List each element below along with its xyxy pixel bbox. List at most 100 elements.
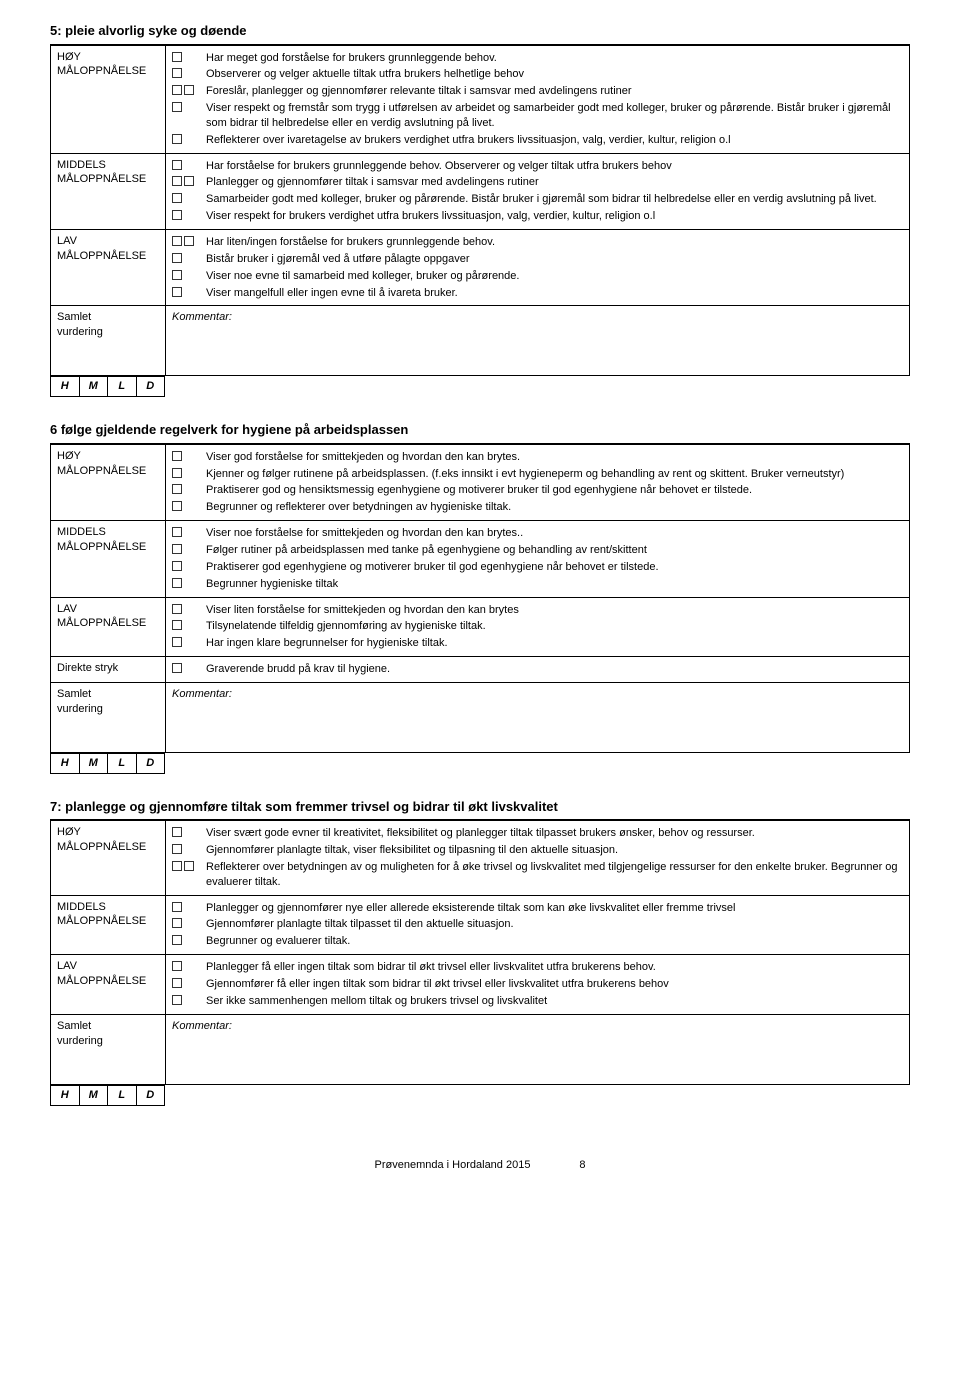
level-label: HØYMÅLOPPNÅELSE	[51, 444, 166, 520]
hmlld-cell[interactable]: H	[51, 1086, 80, 1105]
checkbox[interactable]	[172, 134, 182, 144]
hmlld-cell[interactable]: L	[108, 1086, 137, 1105]
checkbox[interactable]	[172, 236, 182, 246]
checkbox[interactable]	[172, 578, 182, 588]
comment-cell[interactable]: Kommentar:	[166, 682, 910, 752]
checkbox[interactable]	[172, 253, 182, 263]
criteria-item: Viser mangelfull eller ingen evne til å …	[172, 285, 903, 302]
criteria-item: Viser svært gode evner til kreativitet, …	[172, 825, 903, 842]
criteria-text: Tilsynelatende tilfeldig gjennomføring a…	[206, 619, 903, 634]
level-label: HØYMÅLOPPNÅELSE	[51, 45, 166, 153]
criteria-text: Planlegger og gjennomfører tiltak i sams…	[206, 175, 903, 190]
checkbox[interactable]	[184, 861, 194, 871]
criteria-text: Følger rutiner på arbeidsplassen med tan…	[206, 543, 903, 558]
checkbox[interactable]	[172, 527, 182, 537]
checkbox[interactable]	[172, 604, 182, 614]
criteria-item: Viser liten forståelse for smittekjeden …	[172, 602, 903, 619]
checkbox[interactable]	[184, 85, 194, 95]
hmlld-boxes: HMLD	[50, 376, 165, 397]
criteria-item: Observerer og velger aktuelle tiltak utf…	[172, 66, 903, 83]
checkbox[interactable]	[172, 620, 182, 630]
comment-cell[interactable]: Kommentar:	[166, 1014, 910, 1084]
checkbox[interactable]	[184, 236, 194, 246]
checkbox[interactable]	[172, 663, 182, 673]
criteria-text: Har forståelse for brukers grunnleggende…	[206, 159, 903, 174]
checkbox[interactable]	[172, 287, 182, 297]
criteria-item: Begrunner og evaluerer tiltak.	[172, 933, 903, 950]
summary-label: Samletvurdering	[51, 306, 166, 376]
criteria-item: Foreslår, planlegger og gjennomfører rel…	[172, 83, 903, 100]
criteria-item: Gjennomfører planlagte tiltak tilpasset …	[172, 916, 903, 933]
hmlld-boxes: HMLD	[50, 1085, 165, 1106]
criteria-text: Planlegger og gjennomfører nye eller all…	[206, 901, 903, 916]
criteria-text: Praktiserer god og hensiktsmessig egenhy…	[206, 483, 903, 498]
section-title: 5: pleie alvorlig syke og døende	[50, 20, 910, 45]
checkbox[interactable]	[172, 918, 182, 928]
criteria-text: Begrunner og reflekterer over betydninge…	[206, 500, 903, 515]
criteria-item: Reflekterer over betydningen av og mulig…	[172, 859, 903, 891]
criteria-text: Gjennomfører planlagte tiltak, viser fle…	[206, 843, 903, 858]
criteria-item: Praktiserer god og hensiktsmessig egenhy…	[172, 482, 903, 499]
checkbox[interactable]	[172, 451, 182, 461]
criteria-item: Planlegger og gjennomfører tiltak i sams…	[172, 174, 903, 191]
checkbox[interactable]	[172, 844, 182, 854]
hmlld-cell[interactable]: D	[137, 1086, 165, 1105]
checkbox[interactable]	[172, 544, 182, 554]
hmlld-cell[interactable]: L	[108, 377, 137, 396]
criteria-text: Har meget god forståelse for brukers gru…	[206, 51, 903, 66]
criteria-table: HØYMÅLOPPNÅELSE Viser svært gode evner ti…	[50, 820, 910, 1084]
checkbox[interactable]	[172, 827, 182, 837]
checkbox[interactable]	[172, 193, 182, 203]
hmlld-cell[interactable]: M	[80, 754, 109, 773]
criteria-text: Viser noe forståelse for smittekjeden og…	[206, 526, 903, 541]
section-title: 7: planlegge og gjennomføre tiltak som f…	[50, 796, 910, 821]
criteria-text: Samarbeider godt med kolleger, bruker og…	[206, 192, 903, 207]
checkbox[interactable]	[172, 160, 182, 170]
assessment-section: 5: pleie alvorlig syke og døendeHØYMÅLOP…	[50, 20, 910, 397]
hmlld-boxes: HMLD	[50, 753, 165, 774]
checkbox[interactable]	[172, 995, 182, 1005]
criteria-item: Viser noe forståelse for smittekjeden og…	[172, 525, 903, 542]
comment-cell[interactable]: Kommentar:	[166, 306, 910, 376]
criteria-text: Observerer og velger aktuelle tiltak utf…	[206, 67, 903, 82]
criteria-text: Har liten/ingen forståelse for brukers g…	[206, 235, 903, 250]
criteria-item: Kjenner og følger rutinene på arbeidspla…	[172, 466, 903, 483]
level-label: HØYMÅLOPPNÅELSE	[51, 821, 166, 895]
hmlld-cell[interactable]: M	[80, 1086, 109, 1105]
checkbox[interactable]	[172, 902, 182, 912]
criteria-text: Viser svært gode evner til kreativitet, …	[206, 826, 903, 841]
checkbox[interactable]	[172, 468, 182, 478]
criteria-text: Begrunner og evaluerer tiltak.	[206, 934, 903, 949]
hmlld-cell[interactable]: H	[51, 377, 80, 396]
checkbox[interactable]	[172, 961, 182, 971]
checkbox[interactable]	[172, 861, 182, 871]
checkbox[interactable]	[172, 176, 182, 186]
checkbox[interactable]	[184, 176, 194, 186]
checkbox[interactable]	[172, 935, 182, 945]
hmlld-cell[interactable]: D	[137, 754, 165, 773]
checkbox[interactable]	[172, 561, 182, 571]
checkbox[interactable]	[172, 978, 182, 988]
checkbox[interactable]	[172, 484, 182, 494]
criteria-text: Viser respekt og fremstår som trygg i ut…	[206, 101, 903, 131]
criteria-text: Viser mangelfull eller ingen evne til å …	[206, 286, 903, 301]
criteria-item: Planlegger og gjennomfører nye eller all…	[172, 900, 903, 917]
checkbox[interactable]	[172, 102, 182, 112]
hmlld-cell[interactable]: H	[51, 754, 80, 773]
checkbox[interactable]	[172, 68, 182, 78]
criteria-text: Viser noe evne til samarbeid med kollege…	[206, 269, 903, 284]
criteria-text: Har ingen klare begrunnelser for hygieni…	[206, 636, 903, 651]
checkbox[interactable]	[172, 210, 182, 220]
checkbox[interactable]	[172, 637, 182, 647]
hmlld-cell[interactable]: D	[137, 377, 165, 396]
section-title: 6 følge gjeldende regelverk for hygiene …	[50, 419, 910, 444]
checkbox[interactable]	[172, 52, 182, 62]
hmlld-cell[interactable]: L	[108, 754, 137, 773]
checkbox[interactable]	[172, 270, 182, 280]
criteria-text: Kjenner og følger rutinene på arbeidspla…	[206, 467, 903, 482]
checkbox[interactable]	[172, 85, 182, 95]
hmlld-cell[interactable]: M	[80, 377, 109, 396]
checkbox[interactable]	[172, 501, 182, 511]
criteria-text: Planlegger få eller ingen tiltak som bid…	[206, 960, 903, 975]
criteria-item: Har forståelse for brukers grunnleggende…	[172, 158, 903, 175]
